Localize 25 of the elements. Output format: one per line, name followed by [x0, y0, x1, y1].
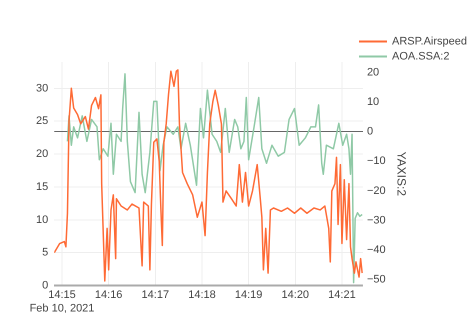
- y2-axis-title: YAXIS:2: [394, 152, 408, 196]
- x-tick-label: 14:20: [282, 289, 310, 302]
- y2-tick-label: 0: [366, 126, 374, 138]
- y2-tick-label: −30: [366, 214, 386, 226]
- legend-label: ARSP.Airspeed: [392, 36, 468, 48]
- y-tick-label: 0: [42, 280, 48, 292]
- x-tick-label: 14:21: [328, 289, 356, 302]
- y2-tick-label: −20: [366, 184, 386, 197]
- x-tick-label: 14:16: [94, 289, 122, 302]
- x-tick-label: 14:17: [142, 289, 170, 302]
- x-tick-label: 14:15 Feb 10, 2021: [30, 289, 94, 314]
- y-tick-label: 5: [42, 246, 48, 259]
- y-tick-label: 10: [36, 214, 48, 226]
- y2-tick-label: −40: [366, 244, 386, 256]
- y2-tick-label: −50: [366, 274, 386, 286]
- y-tick-label: 30: [36, 82, 48, 94]
- y-tick-label: 15: [36, 180, 48, 193]
- legend-label: AOA.SSA:2: [392, 50, 450, 63]
- y2-tick-label: −10: [366, 155, 386, 168]
- y-tick-label: 25: [36, 115, 48, 128]
- x-tick-label: 14:19: [234, 289, 262, 302]
- y-tick-label: 20: [36, 148, 48, 160]
- x-tick-label: 14:18: [188, 289, 216, 302]
- y2-tick-label: 20: [366, 66, 380, 78]
- y2-tick-label: 10: [366, 96, 380, 108]
